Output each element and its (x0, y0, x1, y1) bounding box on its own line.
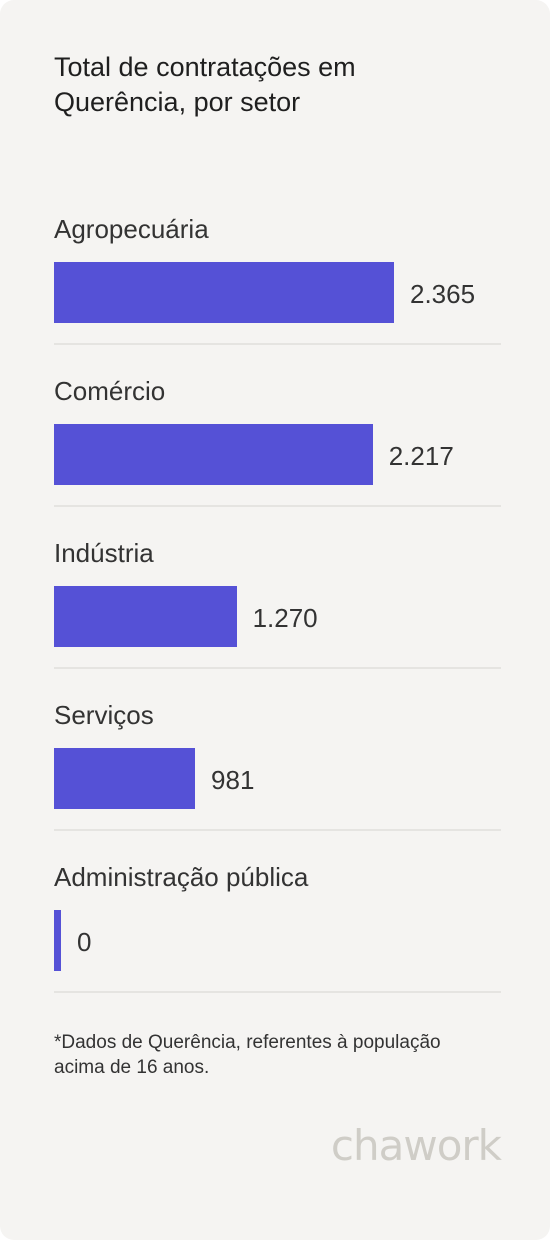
category-label: Serviços (54, 700, 154, 730)
category-label: Indústria (54, 538, 154, 568)
value-label: 981 (211, 765, 255, 795)
value-label: 1.270 (252, 603, 318, 633)
row-divider (54, 829, 501, 831)
row-divider (54, 505, 501, 507)
value-label: 2.365 (410, 279, 476, 309)
bar-list: Agropecuária 2.365 Comércio 2.217 Indústria 1… (54, 205, 501, 1015)
bar-row: Comércio 2.217 (54, 367, 501, 529)
category-label: Administração pública (54, 862, 309, 892)
bar (54, 262, 394, 323)
category-label: Agropecuária (54, 214, 209, 244)
bar-row: Serviços 981 (54, 691, 501, 853)
value-label: 0 (77, 927, 92, 957)
bar-row: Indústria 1.270 (54, 529, 501, 691)
brand-logo: chawork (330, 1121, 502, 1170)
row-divider (54, 991, 501, 993)
bar (54, 586, 237, 647)
row-divider (54, 343, 501, 345)
bar (54, 910, 61, 971)
value-label: 2.217 (388, 441, 454, 471)
bar-row: Administração pública 0 (54, 853, 501, 1015)
bar (54, 424, 373, 485)
chart-title: Total de contratações em Querência, por … (54, 52, 356, 117)
bar-row: Agropecuária 2.365 (54, 205, 501, 367)
bar (54, 748, 196, 809)
category-label: Comércio (54, 376, 166, 406)
row-divider (54, 667, 501, 669)
footnote: *Dados de Querência, referentes à popula… (54, 1032, 441, 1078)
